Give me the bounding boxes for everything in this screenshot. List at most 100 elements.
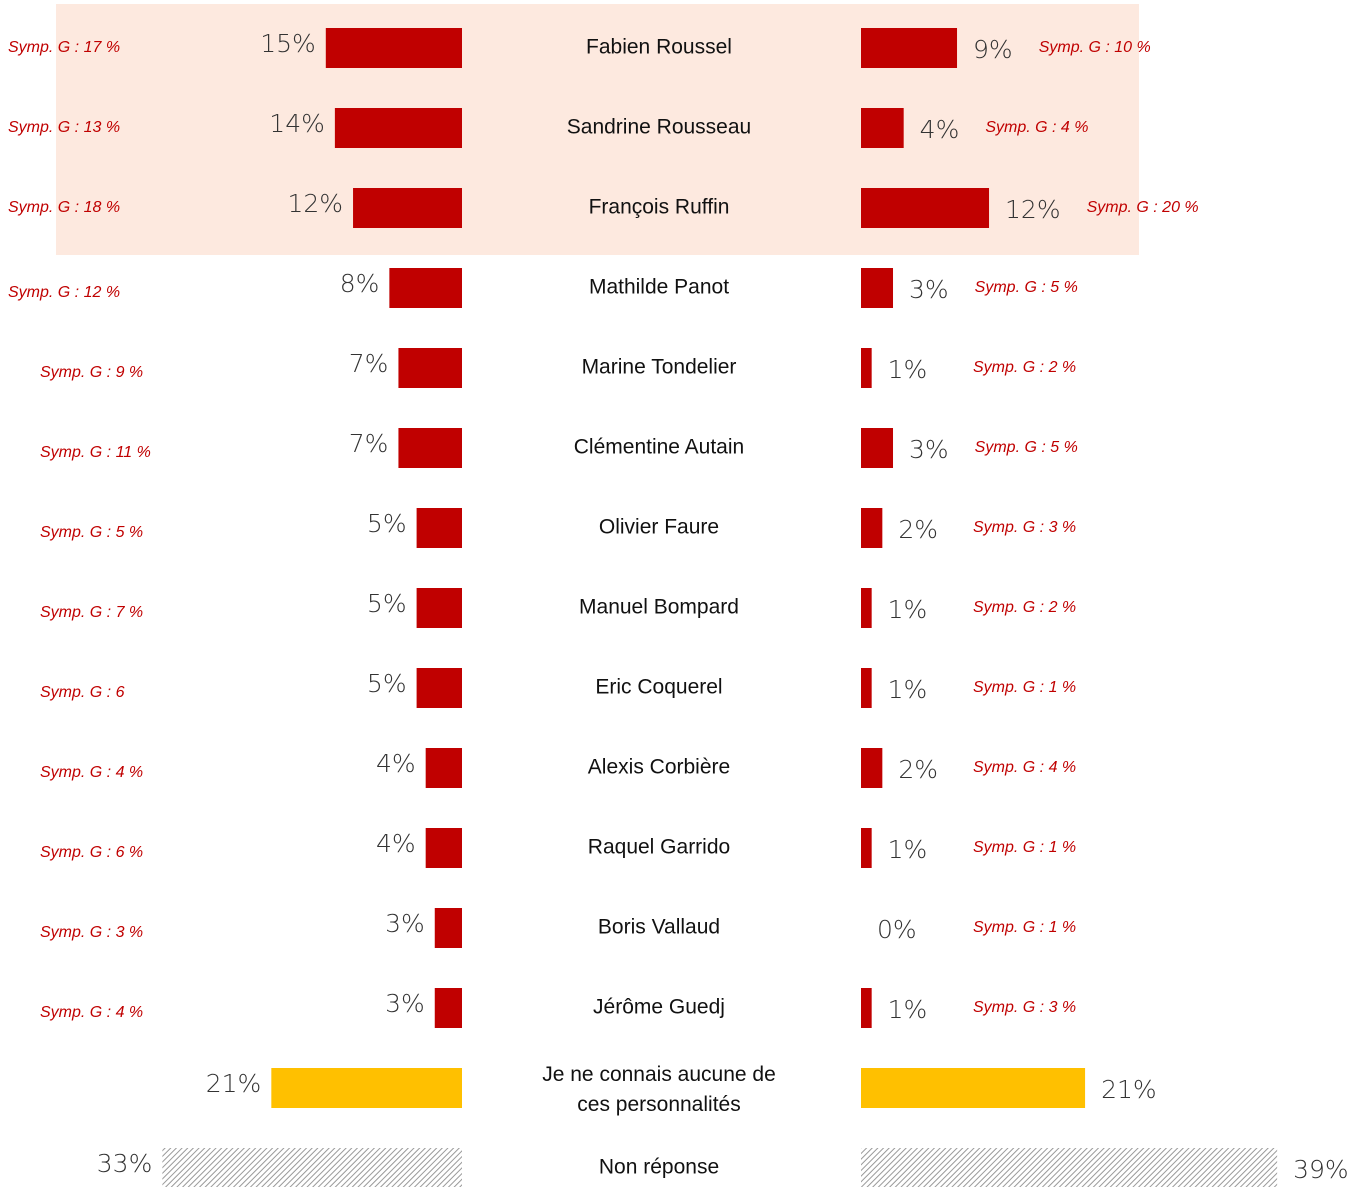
category-label: Sandrine Rousseau [567,116,751,139]
bar [861,28,958,68]
note: Symp. G : 13 % [8,119,120,136]
note: Symp. G : 4 % [40,764,143,781]
bar [416,588,462,628]
category-label: Je ne connais aucune de ces personnalités [542,1063,776,1116]
value-label: 8% [340,269,380,298]
note: Symp. G : 20 % [1087,199,1199,216]
value-label: 21% [206,1069,262,1098]
bar [398,428,462,468]
category-label: Eric Coquerel [595,676,722,699]
category-label: Alexis Corbière [588,756,730,779]
bar [861,428,894,468]
note: Symp. G : 3 % [973,999,1076,1016]
category-label: Manuel Bompard [579,596,739,619]
bar [425,748,462,788]
value-label: 4% [920,115,960,144]
category-label: Raquel Garrido [588,836,730,859]
value-label: 1% [888,835,928,864]
value-label: 0% [877,915,917,944]
note: Symp. G : 1 % [973,679,1076,696]
category-label: Boris Vallaud [598,916,720,939]
value-label: 14% [269,109,325,138]
value-label: 5% [367,509,407,538]
value-label: 1% [888,675,928,704]
bar [861,348,872,388]
value-label: 15% [260,29,316,58]
value-label: 4% [376,749,416,778]
bar [416,668,462,708]
value-label: 3% [385,909,425,938]
bar [271,1068,462,1108]
bar [861,828,872,868]
value-label: 3% [385,989,425,1018]
value-label: 4% [376,829,416,858]
note: Symp. G : 9 % [40,364,143,381]
bar [861,588,872,628]
note: Symp. G : 3 % [40,924,143,941]
note: Symp. G : 12 % [8,284,120,301]
note: Symp. G : 18 % [8,199,120,216]
category-label: Jérôme Guedj [593,996,725,1019]
category-label: François Ruffin [589,196,730,219]
bar [398,348,462,388]
bar [353,188,462,228]
note: Symp. G : 6 [40,684,125,701]
category-label: Clémentine Autain [574,436,744,459]
value-label: 7% [349,429,389,458]
value-label: 7% [349,349,389,378]
note: Symp. G : 1 % [973,919,1076,936]
note: Symp. G : 7 % [40,604,143,621]
category-label: Non réponse [599,1156,719,1179]
bar [861,668,872,708]
value-label: 5% [367,589,407,618]
bar [325,28,462,68]
bar [861,268,894,308]
value-label: 3% [909,435,949,464]
bar [861,108,904,148]
category-label: Fabien Roussel [586,36,732,59]
value-label: 9% [973,35,1013,64]
bar [861,1148,1278,1187]
value-label: 33% [97,1149,153,1178]
value-label: 5% [367,669,407,698]
note: Symp. G : 4 % [40,1004,143,1021]
note: Symp. G : 6 % [40,844,143,861]
bar [416,508,462,548]
value-label: 1% [888,595,928,624]
bar [861,1068,1086,1108]
bar [434,988,462,1028]
value-label: 21% [1101,1075,1157,1104]
note: Symp. G : 1 % [973,839,1076,856]
note: Symp. G : 4 % [985,119,1088,136]
value-label: 1% [888,995,928,1024]
bar [861,188,990,228]
value-label: 2% [898,515,938,544]
note: Symp. G : 2 % [973,359,1076,376]
value-label: 3% [909,275,949,304]
note: Symp. G : 2 % [973,599,1076,616]
bar [334,108,462,148]
value-label: 12% [287,189,343,218]
note: Symp. G : 5 % [40,524,143,541]
bar [861,988,872,1028]
bar [162,1148,463,1187]
note: Symp. G : 11 % [40,444,151,461]
note: Symp. G : 5 % [975,439,1078,456]
category-label: Mathilde Panot [589,276,729,299]
note: Symp. G : 4 % [973,759,1076,776]
category-label: Marine Tondelier [582,356,737,379]
bar [425,828,462,868]
bar [389,268,462,308]
note: Symp. G : 10 % [1039,39,1151,56]
value-label: 12% [1005,195,1061,224]
value-label: 1% [888,355,928,384]
note: Symp. G : 5 % [975,279,1078,296]
bar [434,908,462,948]
category-label: Olivier Faure [599,516,719,539]
bar [861,748,883,788]
value-label: 2% [898,755,938,784]
note: Symp. G : 17 % [8,39,120,56]
value-label: 39% [1293,1155,1349,1184]
note: Symp. G : 3 % [973,519,1076,536]
